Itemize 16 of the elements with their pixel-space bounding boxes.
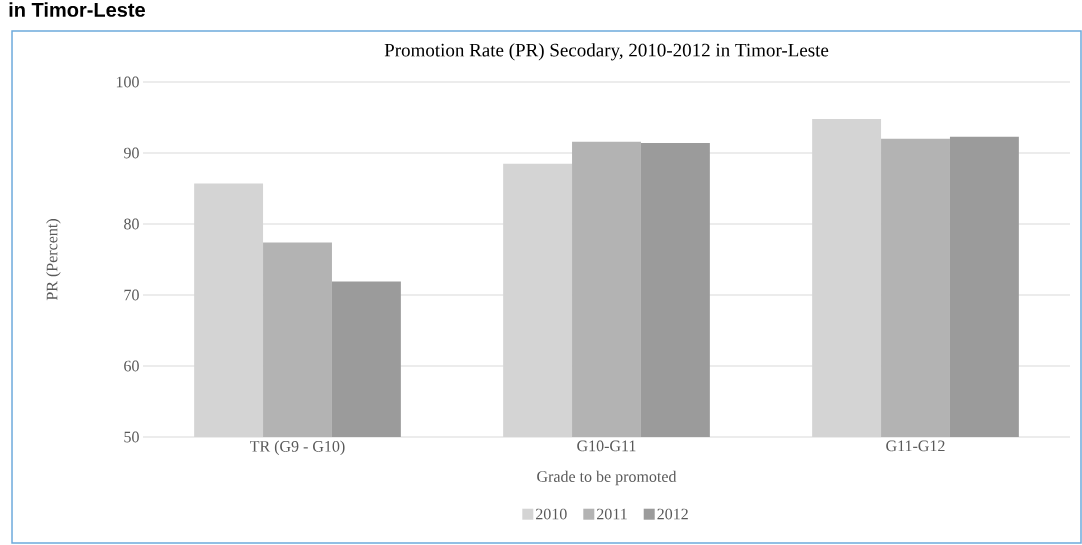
x-tick-label: TR (G9 - G10)	[250, 440, 345, 456]
legend-label: 2012	[657, 508, 688, 520]
chart-title: Promotion Rate (PR) Secodary, 2010-2012 in Timor-Leste	[384, 43, 829, 61]
y-tick-label: 90	[123, 147, 139, 159]
legend-label: 2010	[536, 508, 567, 520]
x-tick-label: G11-G12	[886, 440, 945, 452]
y-tick-label: 50	[124, 431, 139, 443]
x-axis-title: Grade to be promoted	[537, 470, 677, 486]
y-tick-label: 60	[124, 360, 139, 372]
y-axis-title: PR (Percent)	[46, 219, 61, 301]
x-tick-label: G10-G11	[577, 440, 636, 452]
text: in Timor-Leste	[9, 2, 145, 17]
y-tick-label: 80	[124, 218, 139, 230]
y-tick-label: 100	[116, 76, 139, 88]
y-tick-label: 70	[124, 289, 139, 301]
legend-label: 2011	[597, 508, 627, 520]
